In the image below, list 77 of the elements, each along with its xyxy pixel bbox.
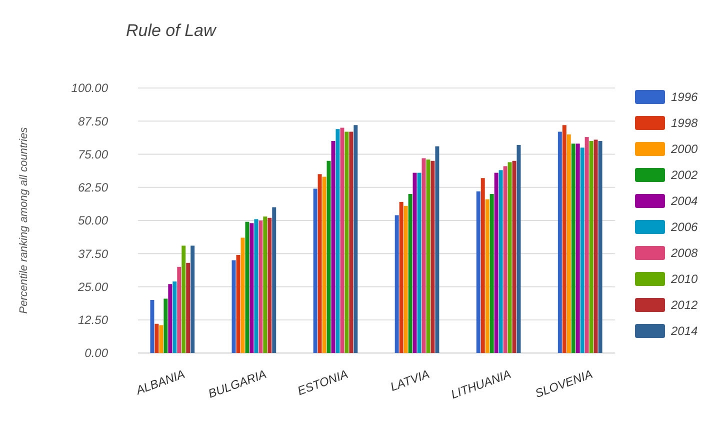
bar (503, 166, 508, 353)
bar (494, 172, 498, 353)
y-tick-label: 100.00 (71, 81, 108, 96)
y-tick-label: 87.50 (78, 114, 108, 128)
bar (245, 222, 250, 353)
bar (164, 298, 168, 353)
bar (172, 281, 177, 353)
bar (394, 215, 399, 353)
y-tick-label: 75.00 (78, 147, 108, 162)
bar (399, 202, 404, 353)
bar (349, 132, 354, 353)
bar (168, 284, 172, 353)
bar (576, 144, 580, 353)
bar (268, 218, 272, 353)
bar (344, 132, 349, 353)
bar (263, 216, 268, 353)
legend-label: 2012 (670, 298, 698, 312)
bar (490, 194, 494, 353)
bar (254, 219, 258, 353)
bar (435, 146, 440, 353)
bar (331, 141, 336, 353)
bar (498, 170, 503, 353)
legend-label: 1998 (671, 116, 698, 130)
bar (580, 148, 584, 353)
bar (318, 174, 322, 353)
legend-label: 2008 (670, 246, 698, 260)
bar (250, 223, 254, 353)
y-tick-label: 37.50 (78, 246, 108, 261)
y-tick-label: 50.00 (78, 214, 108, 228)
legend-label: 2002 (670, 168, 698, 182)
bar (154, 324, 159, 353)
bar (186, 262, 190, 353)
bar (430, 160, 435, 353)
bar (258, 220, 263, 353)
legend-label: 2000 (670, 142, 698, 156)
y-tick-label: 25.00 (76, 280, 108, 294)
bar (516, 144, 521, 353)
bar (404, 206, 408, 353)
bar (313, 188, 318, 353)
legend-label: 2004 (670, 194, 698, 208)
bar (417, 172, 422, 353)
bar (240, 238, 245, 353)
y-tick-label: 62.50 (78, 180, 108, 195)
bar (150, 300, 154, 353)
bar (598, 141, 602, 353)
bar (426, 160, 430, 353)
legend-label: 1996 (671, 90, 698, 104)
bar (354, 125, 358, 353)
bar (412, 172, 417, 353)
bar (340, 128, 344, 353)
bar (566, 134, 571, 353)
bar (594, 140, 598, 353)
bar (508, 162, 512, 353)
bar (480, 178, 485, 353)
bar (272, 207, 276, 353)
bar (589, 141, 594, 353)
bar (408, 194, 412, 353)
chart-title: Rule of Law (126, 21, 218, 40)
bar (232, 260, 236, 353)
bar (476, 191, 480, 353)
legend-label: 2010 (670, 272, 698, 286)
bar (190, 246, 195, 353)
bar (562, 125, 566, 353)
bar (571, 144, 576, 353)
legend-label: 2006 (670, 220, 698, 234)
bar (558, 132, 562, 353)
y-axis-title: Percentile ranking among all countries (18, 126, 30, 314)
bar (177, 266, 182, 353)
bar (336, 129, 340, 353)
bar (159, 325, 164, 353)
bar (485, 199, 490, 353)
y-tick-label: 12.50 (78, 313, 108, 328)
legend-label: 2014 (670, 324, 698, 338)
y-tick-label: 0.00 (84, 346, 108, 360)
bar (584, 137, 589, 353)
bar (182, 246, 186, 353)
bar (322, 176, 326, 353)
